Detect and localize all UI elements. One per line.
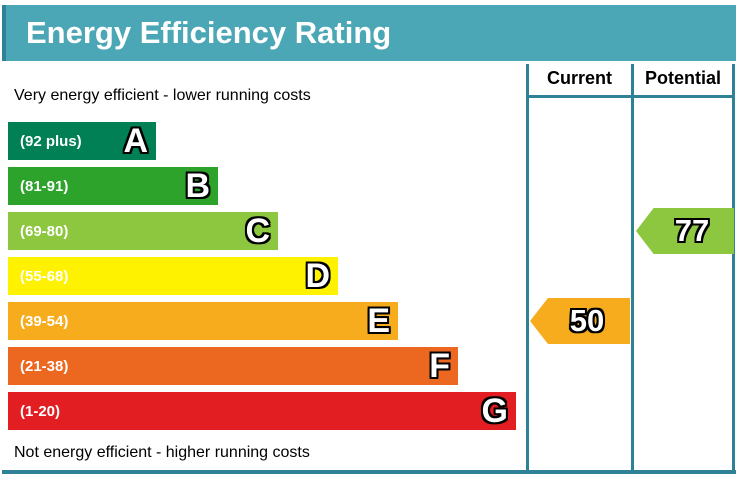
band-g-range-label: (1-20) — [20, 402, 61, 420]
band-a-range-label: (92 plus) — [20, 132, 82, 150]
table-divider-right — [732, 64, 735, 471]
band-d-range-label: (55-68) — [20, 267, 69, 285]
page-title: Energy Efficiency Rating — [2, 5, 736, 61]
band-row-d: (55-68) D — [8, 257, 338, 295]
current-rating-value: 50 — [569, 303, 605, 338]
band-f-letter: F — [429, 347, 450, 385]
band-row-g: (1-20) G — [8, 392, 516, 430]
potential-column-header: Potential — [644, 68, 721, 88]
current-rating-arrow: 50 — [530, 298, 630, 344]
chart-bottom-border — [2, 470, 736, 474]
band-row-f: (21-38) F — [8, 347, 458, 385]
band-row-e: (39-54) E — [8, 302, 398, 340]
current-column-header: Current — [546, 68, 612, 88]
band-b-range-label: (81-91) — [20, 177, 69, 195]
bottom-note: Not energy efficient - higher running co… — [14, 444, 310, 461]
band-row-b: (81-91) B — [8, 167, 218, 205]
band-row-c: (69-80) C — [8, 212, 278, 250]
band-d-letter: D — [305, 257, 330, 295]
band-e-range-label: (39-54) — [20, 312, 69, 330]
potential-rating-arrow: 77 — [636, 208, 734, 254]
band-g-letter: G — [481, 392, 508, 430]
band-row-a: (92 plus) A — [8, 122, 156, 160]
band-e-letter: E — [367, 302, 390, 340]
table-divider-middle — [631, 64, 634, 471]
potential-rating-value: 77 — [674, 213, 710, 248]
table-divider-left — [526, 64, 529, 471]
header-underline — [526, 95, 735, 98]
band-b-letter: B — [185, 167, 210, 205]
band-a-letter: A — [123, 122, 148, 160]
band-c-letter: C — [245, 212, 270, 250]
band-f-range-label: (21-38) — [20, 357, 69, 375]
band-c-range-label: (69-80) — [20, 222, 69, 240]
top-note: Very energy efficient - lower running co… — [14, 87, 311, 104]
